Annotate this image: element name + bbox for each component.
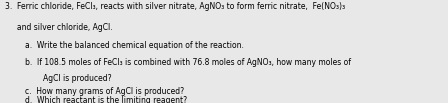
Text: d.  Which reactant is the limiting reagent?: d. Which reactant is the limiting reagen…: [25, 96, 187, 103]
Text: 3.  Ferric chloride, FeCl₃, reacts with silver nitrate, AgNO₃ to form ferric nit: 3. Ferric chloride, FeCl₃, reacts with s…: [5, 2, 345, 11]
Text: AgCl is produced?: AgCl is produced?: [43, 74, 111, 83]
Text: c.  How many grams of AgCl is produced?: c. How many grams of AgCl is produced?: [25, 87, 184, 95]
Text: b.  If 108.5 moles of FeCl₃ is combined with 76.8 moles of AgNO₃, how many moles: b. If 108.5 moles of FeCl₃ is combined w…: [25, 58, 351, 67]
Text: a.  Write the balanced chemical equation of the reaction.: a. Write the balanced chemical equation …: [25, 41, 244, 50]
Text: and silver chloride, AgCl.: and silver chloride, AgCl.: [5, 23, 113, 32]
